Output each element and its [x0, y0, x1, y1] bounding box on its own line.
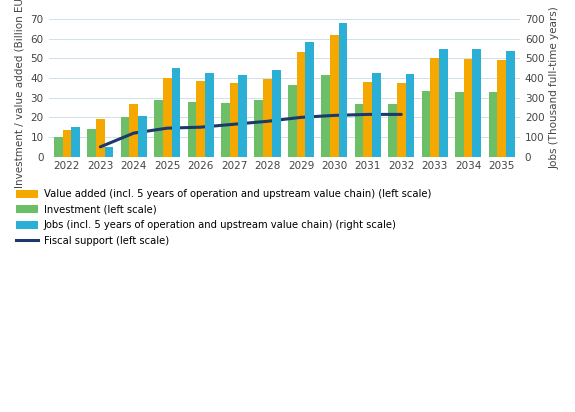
- Bar: [96, 119, 105, 157]
- Bar: [288, 85, 297, 157]
- Bar: [154, 100, 163, 157]
- Bar: [355, 103, 363, 157]
- Bar: [239, 75, 247, 157]
- Bar: [71, 127, 80, 157]
- Bar: [305, 42, 314, 157]
- Bar: [121, 117, 129, 157]
- Bar: [272, 70, 281, 157]
- Y-axis label: Investment / value added (Billion EUR): Investment / value added (Billion EUR): [15, 0, 25, 188]
- Y-axis label: Jobs (Thousand full-time years): Jobs (Thousand full-time years): [550, 7, 560, 169]
- Bar: [372, 73, 381, 157]
- Bar: [255, 100, 263, 157]
- Bar: [87, 129, 96, 157]
- Bar: [63, 130, 71, 157]
- Bar: [230, 83, 239, 157]
- Bar: [339, 23, 347, 157]
- Bar: [439, 49, 448, 157]
- Bar: [430, 59, 439, 157]
- Bar: [196, 81, 205, 157]
- Bar: [421, 91, 430, 157]
- Bar: [171, 68, 181, 157]
- Bar: [221, 103, 230, 157]
- Bar: [163, 78, 171, 157]
- Bar: [205, 73, 214, 157]
- Bar: [138, 116, 147, 157]
- Bar: [187, 102, 196, 157]
- Bar: [397, 83, 405, 157]
- Bar: [405, 74, 415, 157]
- Bar: [497, 60, 506, 157]
- Bar: [105, 147, 113, 157]
- Bar: [263, 79, 272, 157]
- Bar: [363, 82, 372, 157]
- Bar: [297, 52, 305, 157]
- Legend: Value added (incl. 5 years of operation and upstream value chain) (left scale), : Value added (incl. 5 years of operation …: [16, 189, 431, 246]
- Bar: [455, 92, 464, 157]
- Bar: [129, 103, 138, 157]
- Bar: [330, 35, 339, 157]
- Bar: [54, 137, 63, 157]
- Bar: [506, 52, 515, 157]
- Bar: [388, 103, 397, 157]
- Bar: [464, 59, 473, 157]
- Bar: [489, 92, 497, 157]
- Bar: [321, 75, 330, 157]
- Bar: [473, 49, 481, 157]
